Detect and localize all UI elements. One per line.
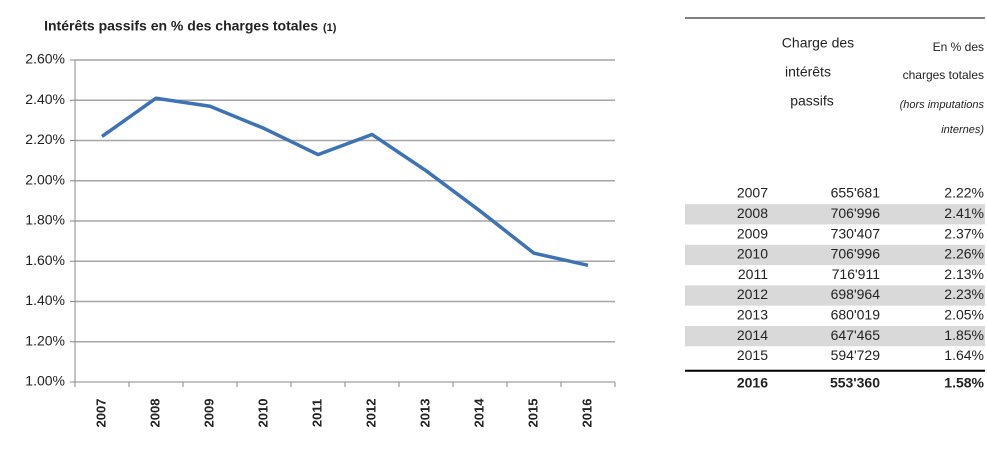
row-shade	[685, 325, 985, 347]
y-tick-label: 1.00%	[25, 373, 65, 389]
y-tick-label: 1.80%	[25, 212, 65, 228]
y-tick-label: 1.60%	[25, 252, 65, 268]
table-cell: 2014	[737, 327, 768, 343]
x-tick-label: 2015	[525, 399, 540, 428]
table-header-note: (hors imputations	[900, 99, 985, 111]
table-cell: 2.26%	[944, 246, 984, 262]
table-cell: 1.85%	[944, 327, 984, 343]
x-tick-label: 2012	[363, 399, 378, 428]
y-tick-label: 1.40%	[25, 292, 65, 308]
table-cell: 716'911	[832, 266, 881, 282]
table-cell: 2009	[737, 225, 768, 241]
table-cell: 647'465	[831, 327, 881, 343]
chart-title: Intérêts passifs en % des charges totale…	[44, 18, 318, 34]
row-shade	[685, 285, 985, 306]
x-tick-label: 2011	[309, 399, 324, 427]
table-header: Charge des	[782, 35, 854, 51]
table-cell: 2013	[737, 307, 768, 323]
x-tick-label: 2007	[93, 399, 108, 428]
table-cell: 680'019	[831, 307, 881, 323]
table-cell: 2011	[738, 266, 768, 282]
table-cell: 698'964	[831, 286, 881, 302]
table-cell: 706'996	[831, 205, 881, 221]
table-header: charges totales	[903, 68, 984, 82]
table-cell: 2.37%	[944, 225, 984, 241]
table-cell: 730'407	[831, 225, 881, 241]
table-header: En % des	[933, 40, 984, 54]
table-cell: 2.22%	[944, 185, 984, 201]
table-header: passifs	[790, 93, 834, 109]
table-cell: 1.64%	[944, 347, 984, 363]
y-tick-label: 2.60%	[25, 51, 65, 67]
x-tick-label: 2008	[147, 399, 162, 428]
x-tick-label: 2016	[579, 399, 594, 428]
table-header-note: internes)	[941, 124, 984, 136]
row-shade	[685, 244, 985, 266]
table-cell: 1.58%	[944, 374, 984, 390]
table-cell: 553'360	[830, 374, 880, 390]
y-tick-label: 1.20%	[25, 332, 65, 348]
table-cell: 2.23%	[944, 286, 984, 302]
x-tick-label: 2013	[417, 399, 432, 428]
x-tick-label: 2009	[201, 399, 216, 428]
table-cell: 2010	[737, 246, 768, 262]
line-series	[100, 96, 589, 267]
x-tick-label: 2010	[255, 399, 270, 428]
table-header: intérêts	[785, 64, 831, 80]
table-cell: 2015	[737, 347, 768, 363]
y-tick-label: 2.40%	[25, 91, 65, 107]
row-shade	[685, 204, 985, 225]
table-cell: 2016	[737, 374, 768, 390]
table-cell: 2.13%	[944, 266, 984, 282]
table-cell: 655'681	[831, 185, 881, 201]
table-cell: 594'729	[831, 347, 881, 363]
table-cell: 2.05%	[944, 307, 984, 323]
y-tick-label: 2.20%	[25, 131, 65, 147]
y-tick-label: 2.00%	[25, 171, 65, 187]
table-cell: 706'996	[831, 246, 881, 262]
table-cell: 2007	[737, 185, 768, 201]
table-cell: 2012	[737, 286, 768, 302]
x-tick-label: 2014	[471, 398, 486, 428]
table-cell: 2.41%	[944, 205, 984, 221]
title-footnote: (1)	[323, 22, 337, 34]
table-cell: 2008	[737, 205, 768, 221]
